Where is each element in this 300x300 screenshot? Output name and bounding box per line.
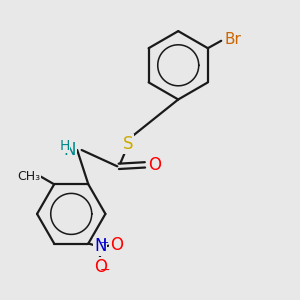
Text: H: H [59,139,70,152]
Text: Br: Br [224,32,241,47]
Text: S: S [122,135,133,153]
Text: +: + [100,238,110,248]
Text: O: O [110,236,123,254]
Text: −: − [99,264,110,277]
Text: O: O [148,156,161,174]
Text: N: N [94,238,106,256]
Text: N: N [63,141,76,159]
Text: O: O [94,258,107,276]
Text: CH₃: CH₃ [17,169,40,183]
